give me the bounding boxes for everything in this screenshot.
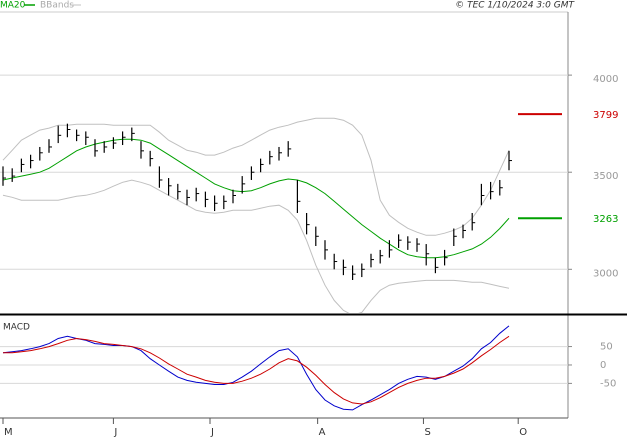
y-tick-label: 4000 (593, 74, 618, 85)
x-tick-label: J (210, 427, 214, 438)
y-tick-label: 50 (600, 342, 613, 353)
ma-line (2, 138, 510, 259)
credit: © TEC 1/10/2024 3:0 GMT (455, 1, 575, 11)
bollinger-upper (2, 117, 510, 236)
bollinger-lower (2, 179, 510, 313)
y-tick-label: 0 (600, 360, 606, 371)
price-label: 3263 (593, 214, 618, 225)
x-tick-label: O (519, 427, 527, 438)
y-tick-label: 3000 (593, 268, 618, 279)
macd-plot (0, 325, 568, 411)
x-tick-label: M (4, 427, 13, 438)
x-tick-label: J (113, 427, 117, 438)
price-plot (0, 74, 568, 313)
macd-line (3, 335, 510, 405)
price-label: 3799 (593, 110, 618, 121)
x-tick-label: A (319, 427, 326, 438)
y-tick-label: 3500 (593, 171, 618, 182)
x-tick-label: S (424, 427, 430, 438)
axes: 3000 3500 4000 3799 3263 50 0 -50 M J J A S O (2, 74, 618, 438)
panel-title: MACD (3, 323, 30, 333)
legend-label: MA20 (0, 1, 26, 11)
legend-label: BBands (40, 1, 74, 11)
macd-line (2, 325, 510, 411)
y-tick-label: -50 (600, 378, 616, 389)
